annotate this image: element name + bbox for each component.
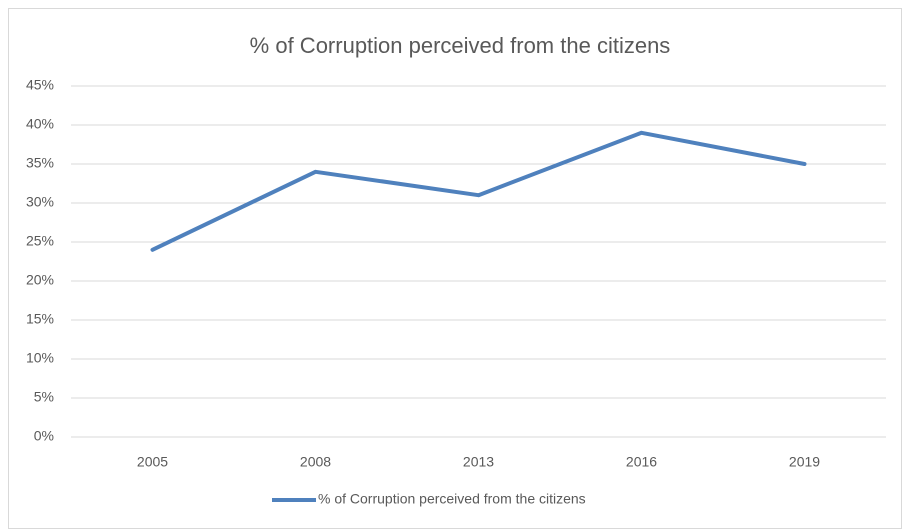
y-tick-label: 5% — [34, 389, 54, 405]
y-tick-label: 35% — [26, 155, 54, 171]
y-tick-label: 45% — [26, 77, 54, 93]
y-tick-label: 0% — [34, 428, 54, 444]
x-tick-label: 2019 — [789, 454, 820, 470]
y-tick-label: 10% — [26, 350, 54, 366]
x-tick-label: 2005 — [137, 454, 168, 470]
y-tick-label: 40% — [26, 116, 54, 132]
series-line — [150, 130, 807, 252]
y-tick-label: 20% — [26, 272, 54, 288]
x-tick-label: 2008 — [300, 454, 331, 470]
y-tick-label: 25% — [26, 233, 54, 249]
y-tick-label: 30% — [26, 194, 54, 210]
chart-border — [8, 8, 902, 529]
x-tick-label: 2016 — [626, 454, 657, 470]
chart-title: % of Corruption perceived from the citiz… — [250, 33, 671, 58]
x-tick-label: 2013 — [463, 454, 494, 470]
y-tick-label: 15% — [26, 311, 54, 327]
legend-label: % of Corruption perceived from the citiz… — [318, 491, 586, 507]
